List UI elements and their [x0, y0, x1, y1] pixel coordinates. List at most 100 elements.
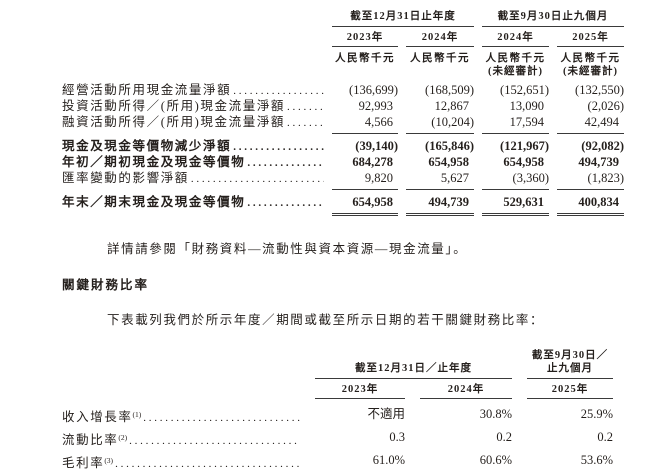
cell-value: (2,026) [587, 99, 624, 113]
dot-leader [191, 171, 324, 187]
cell-value: 60.6% [479, 453, 512, 467]
row-label: 投資活動所得／(所用)現金流量淨額 [62, 99, 324, 115]
cash-flow-table: 截至12月31日止年度 截至9月30日止九個月 2023年 2024年 2024年 202… [62, 10, 667, 216]
column-group-header: 截至9月30日止九個月 [482, 10, 624, 27]
header-group-row: 截至12月31日止年度 截至9月30日止九個月 [62, 10, 667, 27]
year-header: 2024年 [420, 383, 512, 399]
cell-value: (3,360) [482, 171, 549, 190]
cell-value: 0.2 [496, 430, 512, 444]
column-group-header-line1: 截至9月30日／ [531, 350, 609, 361]
footnote-marker: (1) [132, 410, 142, 419]
cell-value: (121,967) [500, 139, 549, 153]
cell-value: (136,699) [349, 83, 398, 97]
ratio-table: 截至12月31日／止年度 截至9月30日／ 止九個月 2023年 2024年 2025年收… [62, 349, 667, 474]
cell-value: 30.8% [479, 407, 512, 421]
row-label: 年初／期初現金及現金等價物 [62, 155, 324, 171]
cell-value: 494,739 [578, 155, 619, 169]
dot-leader [233, 139, 324, 155]
unaudited-note [406, 65, 474, 78]
spacer [62, 47, 324, 65]
year-header: 2025年 [527, 383, 613, 399]
row-label-text: 匯率變動的影響淨額 [62, 171, 189, 185]
table-row: 年末／期末現金及現金等價物 654,958 494,739 529,631 400,83… [62, 195, 667, 216]
table-row: 毛利率(3) 61.0% 60.6% 53.6% [62, 451, 667, 474]
cell-value: 529,631 [482, 195, 549, 216]
table-row: 現金及現金等價物減少淨額 (39,140) (165,846) (121,967) (9… [62, 139, 667, 155]
cell-value: 42,494 [557, 115, 624, 134]
year-header: 2025年 [557, 31, 624, 47]
row-label: 匯率變動的影響淨額 [62, 171, 324, 190]
cell-value: 654,958 [428, 155, 469, 169]
cell-value: 53.6% [580, 453, 613, 467]
unit-header: 人民幣千元 [410, 53, 470, 64]
cell-value: 654,958 [503, 155, 544, 169]
cell-value: (165,846) [425, 139, 474, 153]
cell-value: 17,594 [482, 115, 549, 134]
cell-value: 400,834 [557, 195, 624, 216]
row-label-text: 融資活動所得／(所用)現金流量淨額 [62, 115, 286, 129]
cell-value: 13,090 [509, 99, 544, 113]
row-label-text: 投資活動所得／(所用)現金流量淨額 [62, 99, 286, 113]
unit-row: 人民幣千元 人民幣千元 人民幣千元 人民幣千元 [62, 47, 667, 65]
row-label: 年末／期末現金及現金等價物 [62, 195, 324, 216]
table-row: 流動比率(2) 0.3 0.2 0.2 [62, 428, 667, 451]
page: 截至12月31日止年度 截至9月30日止九個月 2023年 2024年 2024年 202… [0, 0, 667, 462]
column-group-header-line2: 止九個月 [547, 363, 593, 374]
dot-leader [115, 454, 300, 474]
year-header-row: 2023年 2024年 2025年 [62, 379, 667, 399]
table-row: 融資活動所得／(所用)現金流量淨額 4,566 (10,204) 17,594 42,4… [62, 115, 667, 134]
unaudited-note: (未經審計) [488, 66, 543, 77]
dot-leader [143, 408, 300, 428]
dot-leader [247, 195, 324, 211]
row-label-text: 現金及現金等價物減少淨額 [62, 139, 232, 153]
reference-note: 詳情請參閱「財務資料—流動性與資本資源—現金流量」。 [107, 242, 468, 256]
cell-value: 5,627 [406, 171, 474, 190]
unit-header: 人民幣千元 [485, 53, 546, 64]
unaudited-note: (未經審計) [563, 66, 618, 77]
spacer [62, 379, 300, 399]
cell-value: (152,651) [500, 83, 549, 97]
table-intro: 下表載列我們於所示年度／期間或截至所示日期的若干關鍵財務比率： [107, 313, 545, 327]
row-label-text: 經營活動所用現金流量淨額 [62, 83, 232, 97]
cell-value: 不適用 [367, 407, 405, 421]
row-label-text: 毛利率(3) [62, 456, 114, 470]
cell-value: (39,140) [355, 139, 398, 153]
dot-leader [287, 115, 324, 131]
cell-value: (132,550) [575, 83, 624, 97]
cell-value: 61.0% [372, 453, 405, 467]
row-label-text: 年末／期末現金及現金等價物 [62, 195, 246, 209]
cell-value: 0.3 [389, 430, 405, 444]
cell-value: 4,566 [332, 115, 398, 134]
cell-value: 0.2 [597, 430, 613, 444]
cell-value: 12,867 [434, 99, 469, 113]
year-header: 2023年 [315, 383, 405, 399]
row-label: 經營活動所用現金流量淨額 [62, 83, 324, 99]
header-group-row: 截至12月31日／止年度 截至9月30日／ 止九個月 [62, 349, 667, 379]
dot-leader [233, 83, 324, 99]
row-label-text: 收入增長率(1) [62, 410, 142, 424]
table-row: 匯率變動的影響淨額 9,820 5,627 (3,360) (1,823) [62, 171, 667, 190]
footnote-marker: (2) [118, 433, 128, 442]
row-label-text: 流動比率(2) [62, 433, 128, 447]
year-header-row: 2023年 2024年 2024年 2025年 [62, 27, 667, 47]
column-group-header: 截至9月30日／ 止九個月 [527, 349, 613, 379]
unit-header: 人民幣千元 [560, 53, 621, 64]
column-group-header: 截至12月31日止年度 [332, 10, 474, 27]
cell-value: 654,958 [332, 195, 398, 216]
cell-value: 494,739 [406, 195, 474, 216]
year-header: 2023年 [332, 31, 398, 47]
cell-value: (1,823) [557, 171, 624, 190]
cell-value: (10,204) [406, 115, 474, 134]
unaudited-note [332, 65, 398, 78]
row-label: 現金及現金等價物減少淨額 [62, 139, 324, 155]
dot-leader [247, 155, 324, 171]
table-row: 年初／期初現金及現金等價物 684,278 654,958 654,958 494,73… [62, 155, 667, 171]
cell-value: (168,509) [425, 83, 474, 97]
spacer [62, 65, 324, 78]
table-row: 收入增長率(1) 不適用 30.8% 25.9% [62, 405, 667, 428]
cell-value: 25.9% [580, 407, 613, 421]
year-header: 2024年 [406, 31, 474, 47]
column-group-header: 截至12月31日／止年度 [315, 362, 512, 379]
cell-value: (92,082) [581, 139, 624, 153]
cell-value: 9,820 [332, 171, 398, 190]
